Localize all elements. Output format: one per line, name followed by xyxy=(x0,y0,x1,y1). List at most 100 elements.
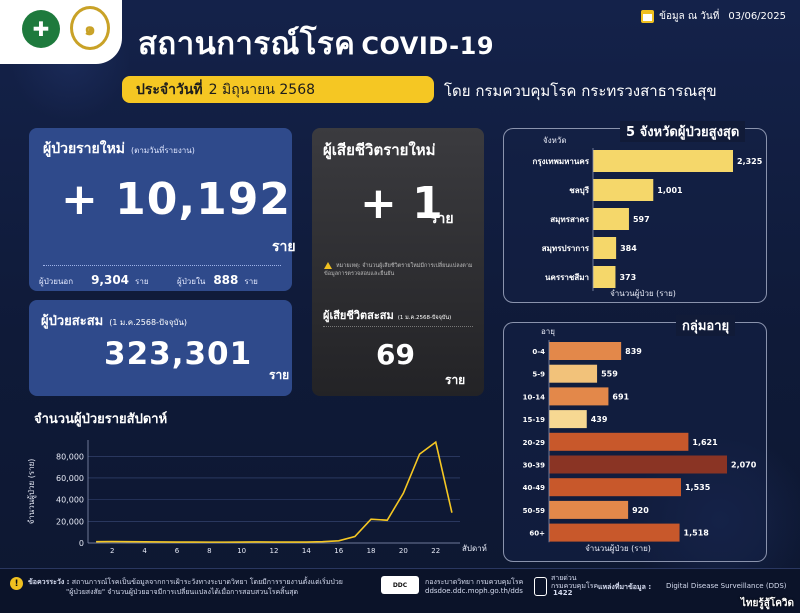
bar xyxy=(593,266,616,288)
provinces-chart: จังหวัดกรุงเทพมหานคร 2,325 ชลบุรี 1,001 สมุท… xyxy=(533,136,763,299)
deaths-note-text: หมายเหตุ: จำนวนผู้เสียชีวิตรายใหม่มีการเ… xyxy=(324,263,473,277)
category-axis-title: อายุ xyxy=(541,327,555,336)
data-date-value: 03/06/2025 xyxy=(728,11,786,22)
category-label: นครราชสีมา xyxy=(545,272,589,282)
category-label: 15-19 xyxy=(523,416,546,424)
bar xyxy=(549,455,727,474)
category-label: สมุทรสาคร xyxy=(550,215,589,225)
cumulative-label: ผู้ป่วยสะสม (1 ม.ค.2568-ปัจจุบัน) xyxy=(41,310,187,331)
deaths-label: ผู้เสียชีวิตรายใหม่ xyxy=(323,141,436,159)
y-tick-label: 60,000 xyxy=(56,474,84,483)
outpatient-breakdown: ผู้ป่วยนอก 9,304 ราย xyxy=(39,273,149,288)
bar xyxy=(549,478,681,497)
banner-prefix: ประจำวันที่ xyxy=(136,81,203,98)
deaths-unit: ราย xyxy=(430,211,454,227)
deaths-note: หมายเหตุ: จำนวนผู้เสียชีวิตรายใหม่มีการเ… xyxy=(324,262,476,278)
data-label: 373 xyxy=(619,273,636,282)
weekly-chart: 0 20,000 40,000 60,000 80,000 2 4 6 8 10 12 14 16 18 2… xyxy=(27,440,487,555)
deaths-cum-sub: (1 ม.ค.2568-ปัจจุบัน) xyxy=(397,315,452,321)
cumulative-value: 323,301 xyxy=(104,336,253,372)
inpatient-breakdown: ผู้ป่วยใน 888 ราย xyxy=(177,273,258,288)
data-label: 1,518 xyxy=(684,529,710,538)
bar xyxy=(549,342,622,360)
hotline-number: 1422 xyxy=(553,589,573,597)
cumulative-title: ผู้ป่วยสะสม xyxy=(41,314,104,329)
bar xyxy=(549,523,680,542)
x-axis-label: สัปดาห์ xyxy=(462,543,487,553)
phone-icon xyxy=(534,577,547,596)
ddc-badge: DDC xyxy=(381,576,419,594)
x-tick-label: 2 xyxy=(110,547,114,555)
ministry-logo: ✚ xyxy=(22,10,60,48)
deaths-card: ผู้เสียชีวิตรายใหม่ + 1 ราย หมายเหตุ: จำ… xyxy=(312,128,484,396)
bar xyxy=(593,179,654,201)
data-label: 839 xyxy=(625,347,642,356)
caution-text-1: สถานการณ์โรคเป็นข้อมูลจากการเฝ้าระวังทาง… xyxy=(71,578,343,586)
new-cases-sub: (ตามวันที่รายงาน) xyxy=(131,146,195,155)
category-label: 50-59 xyxy=(523,507,546,515)
x-tick-label: 6 xyxy=(175,547,180,555)
x-tick-label: 20 xyxy=(399,547,408,555)
data-date-label: ข้อมูล ณ วันที่ xyxy=(659,11,720,22)
outpatient-label: ผู้ป่วยนอก xyxy=(39,277,74,286)
caution-line-1: ข้อควรระวัง : สถานการณ์โรคเป็นข้อมูลจากก… xyxy=(28,577,343,588)
bar xyxy=(549,500,629,519)
data-label: 384 xyxy=(620,244,637,253)
category-label: 0-4 xyxy=(532,348,545,356)
category-label: ชลบุรี xyxy=(569,185,589,196)
calendar-icon xyxy=(641,10,655,23)
source-label: แหล่งที่มาข้อมูล : xyxy=(598,583,652,591)
cumulative-sub: (1 ม.ค.2568-ปัจจุบัน) xyxy=(109,318,188,327)
weekly-chart-title: จำนวนผู้ป่วยรายสัปดาห์ xyxy=(34,412,168,427)
deaths-value: + 1 xyxy=(360,178,443,229)
bar xyxy=(549,410,587,429)
caution-text-2: "ผู้ป่วยสงสัย" จำนวนผู้ป่วยอาจมีการเปลี่… xyxy=(66,588,299,596)
new-cases-label: ผู้ป่วยรายใหม่ (ตามวันที่รายงาน) xyxy=(43,138,195,160)
ddc-url[interactable]: ddsdoe.ddc.moph.go.th/dds xyxy=(425,587,523,595)
category-label: 30-39 xyxy=(523,462,546,470)
category-label: 60+ xyxy=(529,530,545,538)
deaths-cum-unit: ราย xyxy=(445,373,466,387)
data-label: 920 xyxy=(632,506,649,515)
bar xyxy=(593,208,629,230)
banner-date: 2 มิถุนายน 2568 xyxy=(208,81,316,98)
inpatient-unit: ราย xyxy=(244,277,258,286)
x-tick-label: 10 xyxy=(237,547,246,555)
x-tick-label: 4 xyxy=(142,547,147,555)
y-tick-label: 0 xyxy=(79,539,84,548)
new-cases-unit: ราย xyxy=(272,239,296,255)
y-tick-label: 40,000 xyxy=(56,496,84,505)
new-cases-value: + 10,192 xyxy=(61,174,291,225)
deaths-cum-label: ผู้เสียชีวิตสะสม (1 ม.ค.2568-ปัจจุบัน) xyxy=(323,306,451,324)
inpatient-value: 888 xyxy=(213,273,239,287)
y-tick-label: 80,000 xyxy=(56,452,84,461)
x-tick-label: 22 xyxy=(431,547,440,555)
inpatient-label: ผู้ป่วยใน xyxy=(177,277,206,286)
data-date: ข้อมูล ณ วันที่ 03/06/2025 xyxy=(641,9,786,24)
new-cases-title: ผู้ป่วยรายใหม่ xyxy=(43,141,126,157)
data-label: 1,621 xyxy=(692,438,718,447)
bar xyxy=(549,432,689,451)
data-label: 2,325 xyxy=(737,157,763,166)
data-label: 597 xyxy=(633,215,650,224)
divider xyxy=(323,326,473,327)
x-tick-label: 12 xyxy=(270,547,279,555)
value-axis-title: จำนวนผู้ป่วย (ราย) xyxy=(585,544,651,554)
ddc-name: กองระบาดวิทยา กรมควบคุมโรค xyxy=(425,578,524,586)
x-tick-label: 8 xyxy=(207,547,211,555)
page-title: สถานการณ์โรค COVID-19 xyxy=(138,18,494,68)
warning-icon xyxy=(324,262,332,269)
caution-icon: ! xyxy=(10,577,23,590)
cumulative-unit: ราย xyxy=(269,368,290,382)
ddc-logo: ๑ xyxy=(70,6,110,50)
outpatient-value: 9,304 xyxy=(91,273,130,287)
category-label: กรุงเทพมหานคร xyxy=(533,157,590,167)
data-label: 1,535 xyxy=(685,483,711,492)
bar xyxy=(593,237,617,259)
data-label: 439 xyxy=(591,415,608,424)
hotline-org: กรมควบคุมโรค xyxy=(551,582,599,590)
brand-watermark: ไทยรู้สู้โควิด xyxy=(740,598,794,609)
source-name: Digital Disease Surveillance (DDS) xyxy=(666,582,787,590)
deaths-cum-title: ผู้เสียชีวิตสะสม xyxy=(323,309,394,322)
caution-label: ข้อควรระวัง : xyxy=(28,578,70,586)
